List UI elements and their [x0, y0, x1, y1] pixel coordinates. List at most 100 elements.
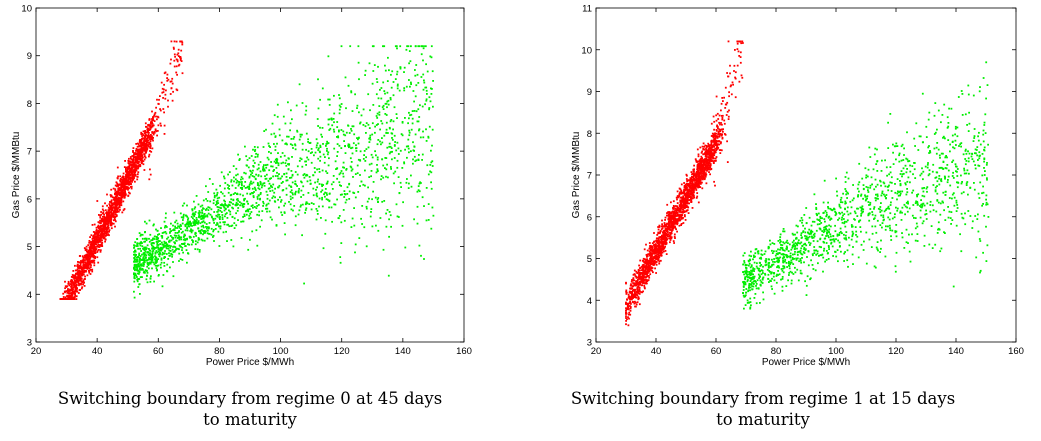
data-point — [727, 40, 730, 43]
data-point — [80, 282, 83, 285]
data-point — [635, 270, 638, 273]
data-point — [114, 184, 117, 187]
data-point — [397, 147, 400, 150]
data-point — [355, 150, 358, 152]
data-point — [396, 70, 399, 73]
data-point — [117, 185, 120, 187]
data-point — [202, 199, 205, 202]
data-point — [116, 182, 119, 185]
data-point — [195, 235, 197, 237]
data-point — [80, 279, 82, 282]
data-point — [122, 176, 124, 179]
data-point — [103, 213, 105, 216]
data-point — [80, 274, 83, 276]
x-tick-label: 60 — [153, 346, 164, 357]
data-point — [83, 281, 85, 284]
data-point — [173, 229, 176, 232]
data-point — [663, 224, 666, 227]
data-point — [649, 249, 652, 252]
data-point — [661, 219, 663, 222]
data-point — [163, 257, 165, 259]
data-point — [227, 173, 229, 176]
data-point — [408, 50, 411, 52]
data-point — [195, 232, 197, 235]
data-point — [635, 296, 638, 299]
data-point — [697, 155, 700, 158]
data-point — [156, 242, 159, 245]
data-point — [90, 251, 93, 254]
data-point — [123, 166, 126, 168]
data-point — [76, 287, 78, 289]
data-point — [317, 78, 319, 81]
data-point — [149, 249, 152, 252]
data-point — [414, 69, 416, 71]
data-point — [223, 199, 225, 202]
data-point — [720, 109, 722, 112]
data-point — [384, 113, 387, 115]
data-point — [127, 180, 130, 183]
data-point — [390, 73, 392, 76]
data-point — [94, 246, 97, 248]
data-point — [363, 150, 366, 152]
data-point — [273, 160, 276, 163]
data-point — [720, 134, 723, 137]
data-point — [112, 203, 115, 206]
data-point — [272, 195, 275, 198]
data-point — [134, 241, 137, 244]
data-point — [235, 212, 237, 215]
data-point — [248, 217, 250, 220]
data-point — [150, 137, 153, 139]
data-point — [248, 187, 250, 190]
data-point — [234, 187, 237, 189]
data-point — [156, 134, 158, 137]
data-point — [248, 214, 251, 217]
data-point — [113, 209, 116, 211]
data-point — [342, 130, 345, 133]
data-point — [287, 101, 289, 104]
data-point — [324, 232, 327, 235]
data-point — [271, 197, 274, 199]
data-point — [108, 230, 110, 233]
data-point — [307, 158, 310, 161]
data-point — [111, 206, 113, 209]
data-point — [393, 157, 396, 159]
data-point — [232, 165, 235, 167]
data-point — [131, 171, 133, 174]
data-point — [338, 181, 341, 184]
data-point — [94, 251, 97, 254]
data-point — [134, 164, 137, 167]
data-point — [95, 236, 98, 239]
data-point — [230, 180, 233, 183]
data-point — [259, 225, 261, 228]
data-point — [172, 237, 175, 239]
data-point — [369, 215, 372, 218]
data-point — [153, 130, 156, 133]
data-point — [157, 241, 159, 243]
data-point — [152, 261, 155, 264]
data-point — [357, 158, 360, 161]
data-point — [89, 256, 92, 259]
data-point — [119, 192, 122, 195]
data-point — [187, 252, 189, 254]
data-point — [265, 204, 268, 207]
data-point — [146, 244, 149, 247]
data-point — [378, 105, 381, 107]
data-point — [696, 148, 699, 151]
data-point — [159, 108, 161, 110]
data-point — [104, 220, 107, 222]
data-point — [419, 181, 421, 184]
data-point — [222, 205, 225, 208]
data-point — [256, 244, 259, 247]
data-point — [117, 175, 119, 178]
data-point — [163, 240, 166, 243]
data-point — [151, 132, 154, 134]
data-point — [322, 247, 325, 250]
data-point — [344, 193, 347, 196]
data-point — [136, 269, 138, 272]
data-point — [100, 222, 102, 225]
data-point — [330, 183, 333, 186]
data-point — [116, 199, 119, 201]
data-point — [348, 198, 351, 200]
data-point — [135, 161, 138, 164]
data-point — [147, 145, 150, 148]
